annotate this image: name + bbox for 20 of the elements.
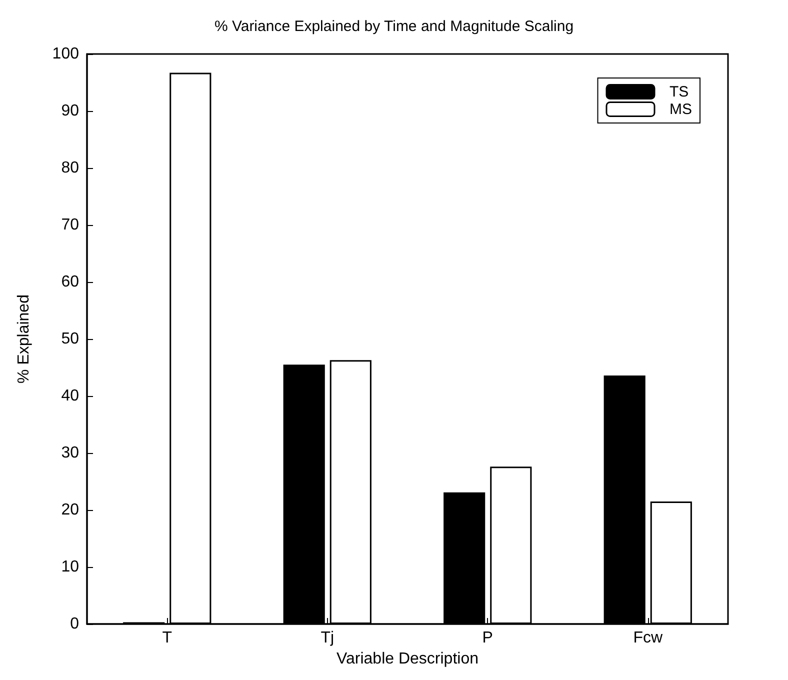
y-tick-label: 0 (70, 616, 80, 632)
chart-title: % Variance Explained by Time and Magnitude Scaling (214, 18, 574, 35)
x-tick-label: T (162, 630, 172, 646)
legend-label: MS (670, 100, 692, 118)
legend-label: TS (670, 83, 689, 100)
y-tick-label: 20 (61, 502, 80, 518)
y-tick-label: 100 (52, 46, 80, 62)
y-axis-title: % Explained (16, 294, 32, 384)
x-tick-label: Fcw (633, 630, 663, 646)
x-tick-label: Tj (320, 630, 334, 646)
y-tick-label: 10 (61, 558, 80, 576)
y-tick-label: 80 (61, 160, 80, 176)
y-tick-label: 70 (61, 216, 80, 234)
y-tick-label: 30 (61, 444, 80, 462)
x-axis-title: Variable Description (336, 650, 478, 668)
y-tick-label: 40 (61, 388, 80, 404)
x-tick-label: P (482, 630, 493, 646)
y-tick-label: 60 (61, 274, 80, 290)
y-tick-label: 50 (61, 330, 80, 348)
y-tick-label: 90 (61, 102, 80, 120)
